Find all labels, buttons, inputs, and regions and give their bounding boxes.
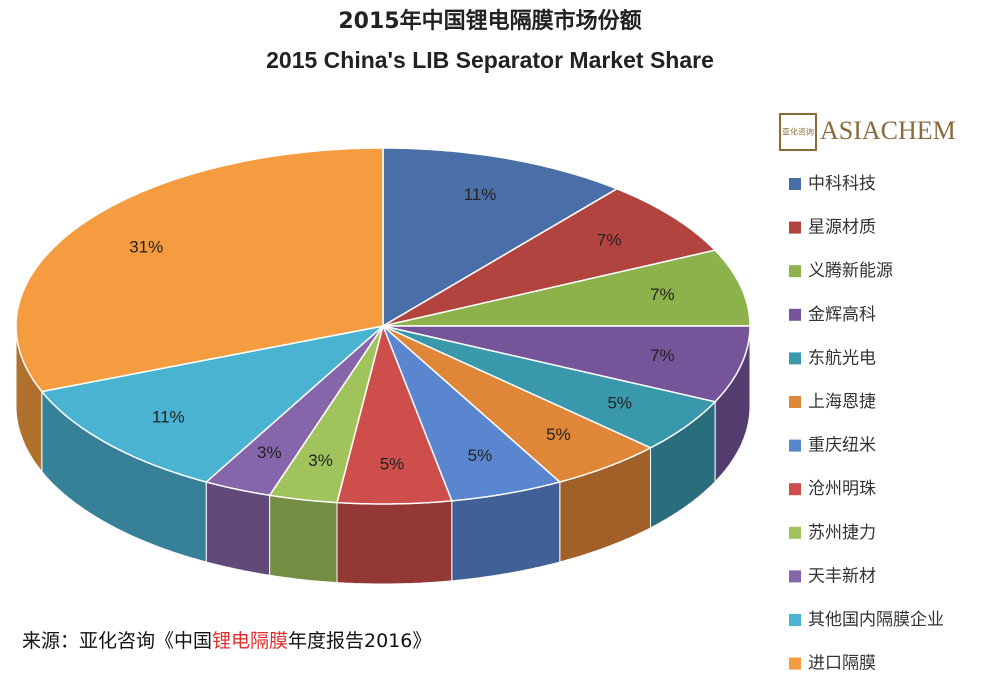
- legend-swatch: [789, 265, 801, 278]
- slice: [40, 324, 386, 483]
- logo: ASIACHEM: [820, 116, 956, 145]
- slice: [268, 325, 384, 504]
- data-label: 3%: [308, 451, 333, 470]
- data-label: 7%: [650, 346, 675, 365]
- legend-swatch: [789, 396, 801, 408]
- source-part: 来源：亚化咨询《中国: [22, 630, 212, 652]
- slice: [382, 325, 717, 449]
- legend-swatch: [789, 352, 801, 365]
- data-label: 11%: [464, 185, 497, 204]
- slice: [382, 147, 619, 328]
- slice: [336, 323, 453, 505]
- slice-side: [336, 500, 453, 585]
- data-label: 31%: [129, 237, 163, 256]
- data-label: 5%: [546, 425, 571, 444]
- legend-label: 中科科技: [808, 174, 876, 194]
- legend-label: 义腾新能源: [808, 261, 893, 281]
- legend-label: 苏州捷力: [808, 523, 876, 543]
- legend-swatch: [789, 570, 801, 583]
- legend-swatch: [789, 657, 801, 670]
- source-part: 锂电隔膜: [212, 630, 288, 652]
- slice: [382, 187, 717, 327]
- legend-swatch: [789, 221, 801, 234]
- legend-swatch: [789, 526, 801, 539]
- legend-swatch: [789, 439, 801, 452]
- legend-swatch: [789, 614, 801, 626]
- legend-label: 金辉高科: [808, 305, 876, 325]
- legend-swatch: [789, 178, 801, 190]
- slice: [382, 325, 653, 483]
- logo-mark: 亚化咨询: [782, 127, 814, 137]
- slice: [382, 325, 751, 403]
- data-label: 5%: [468, 446, 493, 465]
- legend-label: 沧州明珠: [808, 479, 876, 499]
- legend-swatch: [789, 483, 801, 496]
- data-label: 5%: [380, 454, 405, 473]
- legend-label: 重庆纽米: [808, 436, 876, 456]
- data-label: 3%: [257, 443, 282, 462]
- slice: [15, 147, 384, 393]
- slice-side: [269, 494, 338, 584]
- legend-label: 东航光电: [808, 348, 876, 368]
- source-note: 来源：亚化咨询《中国锂电隔膜年度报告2016》: [22, 630, 431, 652]
- legend-label: 天丰新材: [808, 566, 876, 586]
- legend-label: 其他国内隔膜企业: [808, 610, 944, 630]
- slice: [382, 325, 562, 502]
- legend-label: 进口隔膜: [808, 654, 876, 673]
- chart-subtitle: 2015 China's LIB Separator Market Share: [266, 47, 714, 73]
- data-label: 11%: [152, 407, 185, 426]
- data-label: 5%: [607, 394, 632, 413]
- data-label: 7%: [650, 285, 675, 304]
- logo-box: [779, 113, 817, 151]
- legend-label: 上海恩捷: [808, 392, 876, 412]
- slice: [204, 325, 384, 497]
- slice: [382, 249, 751, 327]
- legend-swatch: [789, 308, 801, 321]
- legend-label: 星源材质: [808, 218, 876, 238]
- source-part: 年度报告2016》: [288, 630, 431, 652]
- data-label: 7%: [597, 230, 622, 249]
- chart-title: 2015年中国锂电隔膜市场份额: [338, 8, 641, 34]
- slice-side: [205, 481, 271, 576]
